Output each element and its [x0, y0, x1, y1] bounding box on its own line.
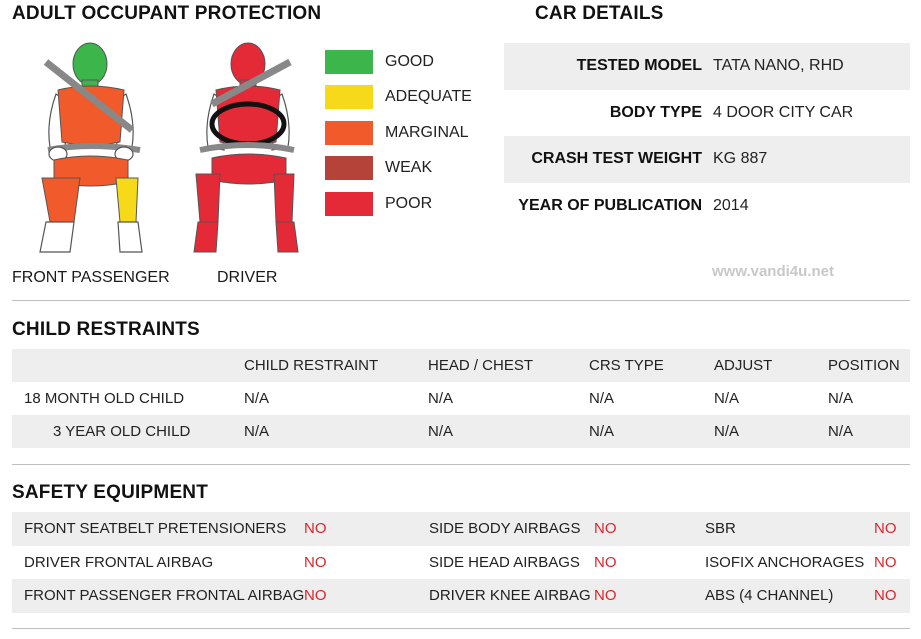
- detail-key: BODY TYPE: [609, 103, 702, 121]
- equipment-label: SBR: [705, 520, 736, 537]
- equipment-label: FRONT SEATBELT PRETENSIONERS: [24, 520, 287, 537]
- equipment-value: NO: [594, 553, 617, 571]
- table-row: FRONT SEATBELT PRETENSIONERS NO SIDE BODY …: [12, 512, 910, 546]
- front-passenger-figure: [39, 42, 143, 253]
- table-cell: N/A: [589, 390, 615, 407]
- detail-row: CRASH TEST WEIGHT KG 887: [504, 136, 910, 183]
- legend-item: ADEQUATE: [325, 80, 472, 116]
- divider: [12, 628, 910, 629]
- divider: [12, 300, 910, 301]
- detail-key: TESTED MODEL: [576, 57, 702, 75]
- table-row: DRIVER FRONTAL AIRBAG NO SIDE HEAD AIRBAGS…: [12, 546, 910, 580]
- table-cell: N/A: [714, 423, 740, 440]
- equipment-value: NO: [874, 553, 897, 571]
- equipment-label: ISOFIX ANCHORAGES: [705, 553, 865, 571]
- watermark: www.vandi4u.net: [712, 263, 834, 280]
- driver-label: DRIVER: [217, 269, 278, 286]
- legend-swatch: [325, 156, 373, 181]
- legend-label: MARGINAL: [385, 123, 469, 141]
- car-details-title: CAR DETAILS: [535, 3, 664, 24]
- child-restraints-title: CHILD RESTRAINTS: [12, 319, 200, 340]
- equipment-value: NO: [304, 520, 327, 537]
- table-cell: N/A: [828, 390, 854, 407]
- safety-equipment-table: FRONT SEATBELT PRETENSIONERS NO SIDE BODY …: [12, 512, 910, 613]
- table-cell: N/A: [428, 390, 454, 407]
- table-cell: N/A: [828, 423, 854, 440]
- equipment-label: SIDE BODY AIRBAGS: [429, 520, 581, 537]
- equipment-label: ABS (4 CHANNEL): [705, 587, 834, 604]
- legend-swatch: [325, 49, 373, 74]
- column-header: CRS TYPE: [589, 357, 664, 374]
- legend-item: WEAK: [325, 151, 472, 187]
- table-row: 3 YEAR OLD CHILD N/A N/A N/A N/A N/A: [12, 415, 910, 448]
- rating-legend: GOOD ADEQUATE MARGINAL WEAK POOR: [325, 44, 472, 222]
- car-details-table: TESTED MODEL TATA NANO, RHD BODY TYPE 4 DOO…: [504, 43, 910, 229]
- detail-row: TESTED MODEL TATA NANO, RHD: [504, 43, 910, 90]
- child-restraints-table: CHILD RESTRAINT HEAD / CHEST CRS TYPE ADJUS…: [12, 349, 910, 448]
- table-cell: N/A: [244, 423, 270, 440]
- column-header: POSITION: [828, 357, 900, 374]
- equipment-value: NO: [874, 520, 897, 537]
- detail-key: YEAR OF PUBLICATION: [518, 196, 702, 214]
- equipment-value: NO: [304, 553, 327, 571]
- safety-equipment-title: SAFETY EQUIPMENT: [12, 482, 209, 503]
- front-passenger-label: FRONT PASSENGER: [12, 269, 170, 286]
- equipment-label: SIDE HEAD AIRBAGS: [429, 553, 580, 571]
- legend-swatch: [325, 191, 373, 216]
- column-header: ADJUST: [714, 357, 773, 374]
- table-cell: N/A: [428, 423, 454, 440]
- row-label: 3 YEAR OLD CHILD: [53, 423, 191, 440]
- legend-label: GOOD: [385, 52, 434, 70]
- detail-row: YEAR OF PUBLICATION 2014: [504, 183, 910, 230]
- detail-row: BODY TYPE 4 DOOR CITY CAR: [504, 90, 910, 137]
- row-label: 18 MONTH OLD CHILD: [24, 390, 185, 407]
- legend-swatch: [325, 120, 373, 145]
- table-cell: N/A: [714, 390, 740, 407]
- table-row: 18 MONTH OLD CHILD N/A N/A N/A N/A N/A: [12, 382, 910, 415]
- equipment-value: NO: [874, 587, 897, 604]
- legend-item: POOR: [325, 186, 472, 222]
- table-cell: N/A: [244, 390, 270, 407]
- equipment-value: NO: [594, 587, 617, 604]
- legend-swatch: [325, 85, 373, 110]
- driver-figure: [193, 42, 299, 253]
- table-row: FRONT PASSENGER FRONTAL AIRBAG NO DRIVER K…: [12, 579, 910, 613]
- detail-key: CRASH TEST WEIGHT: [531, 150, 702, 168]
- legend-label: POOR: [385, 194, 433, 212]
- legend-label: WEAK: [385, 159, 433, 177]
- legend-item: GOOD: [325, 44, 472, 80]
- table-cell: N/A: [589, 423, 615, 440]
- column-header: HEAD / CHEST: [428, 357, 534, 374]
- equipment-label: DRIVER FRONTAL AIRBAG: [24, 553, 214, 571]
- column-header: CHILD RESTRAINT: [244, 357, 379, 374]
- detail-value: KG 887: [713, 150, 768, 168]
- equipment-value: NO: [304, 587, 327, 604]
- divider: [12, 464, 910, 465]
- table-header-row: CHILD RESTRAINT HEAD / CHEST CRS TYPE ADJUS…: [12, 349, 910, 382]
- legend-item: MARGINAL: [325, 115, 472, 151]
- detail-value: TATA NANO, RHD: [713, 57, 844, 75]
- equipment-label: FRONT PASSENGER FRONTAL AIRBAG: [24, 587, 305, 604]
- adult-occupant-protection-title: ADULT OCCUPANT PROTECTION: [12, 3, 322, 24]
- detail-value: 2014: [713, 196, 749, 214]
- detail-value: 4 DOOR CITY CAR: [713, 103, 854, 121]
- equipment-value: NO: [594, 520, 617, 537]
- legend-label: ADEQUATE: [385, 88, 472, 106]
- equipment-label: DRIVER KNEE AIRBAG: [429, 587, 591, 604]
